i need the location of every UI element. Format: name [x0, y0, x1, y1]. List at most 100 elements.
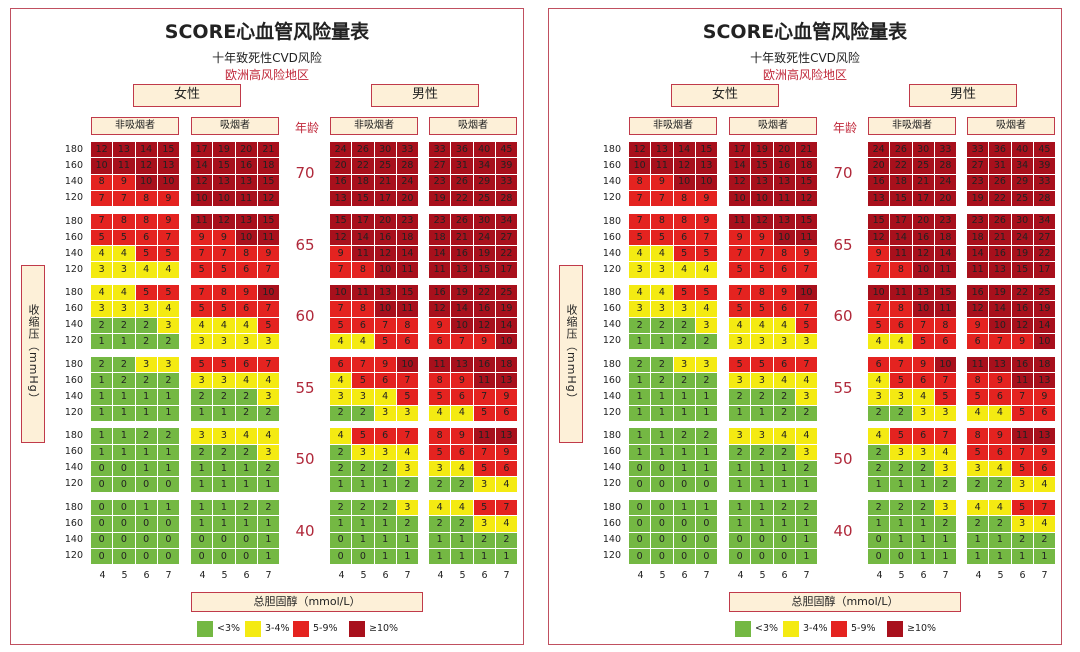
- risk-cell: 6: [890, 317, 912, 333]
- risk-cell: 12: [91, 142, 113, 158]
- risk-cell: 14: [396, 246, 418, 262]
- risk-cell: 10: [396, 356, 418, 373]
- risk-cell: 9: [157, 190, 179, 206]
- risk-cell: 18: [396, 229, 418, 246]
- bp-label: 120: [64, 550, 83, 561]
- risk-cell: 6: [989, 389, 1011, 405]
- risk-cell: 8: [91, 174, 113, 190]
- risk-cell: 5: [191, 356, 213, 373]
- female-header: 女性: [671, 84, 779, 107]
- risk-cell: 10: [330, 285, 352, 301]
- risk-cell: 9: [912, 356, 934, 373]
- bp-label: 120: [64, 192, 83, 203]
- risk-cell: 1: [729, 477, 751, 493]
- risk-cell: 6: [773, 356, 795, 373]
- risk-cell: 19: [451, 285, 473, 301]
- bp-label: 120: [64, 478, 83, 490]
- risk-cell: 5: [473, 405, 495, 421]
- risk-cell: 1: [729, 460, 751, 477]
- risk-cell: 1: [396, 548, 418, 564]
- age-label-40: 40: [295, 522, 315, 540]
- risk-cell: 2: [191, 444, 213, 460]
- risk-cell: 9: [191, 229, 213, 246]
- risk-cell: 2: [91, 356, 113, 373]
- risk-cell: 16: [1011, 356, 1033, 373]
- risk-cell: 3: [473, 477, 495, 493]
- risk-cell: 2: [673, 333, 695, 350]
- risk-cell: 3: [751, 333, 773, 350]
- risk-cell: 1: [213, 460, 235, 477]
- risk-cell: 0: [352, 548, 374, 564]
- bp-label: 180: [602, 287, 621, 299]
- bp-label: 160: [602, 231, 621, 243]
- risk-cell: 3: [257, 389, 279, 405]
- risk-cell: 1: [352, 516, 374, 532]
- risk-cell: 4: [374, 389, 396, 405]
- risk-cell: 6: [396, 333, 418, 350]
- risk-cell: 10: [91, 158, 113, 174]
- risk-cell: 0: [729, 548, 751, 564]
- risk-cell: 36: [451, 142, 473, 158]
- risk-cell: 12: [868, 229, 890, 246]
- risk-cell: 1: [374, 477, 396, 493]
- risk-cell: 15: [751, 158, 773, 174]
- risk-cell: 3: [795, 444, 817, 460]
- risk-cell: 4: [235, 373, 257, 389]
- risk-cell: 27: [1033, 229, 1055, 246]
- risk-cell: 10: [257, 285, 279, 301]
- bp-label: 180: [64, 144, 83, 155]
- risk-cell: 2: [773, 405, 795, 421]
- risk-cell: 11: [934, 262, 956, 278]
- risk-cell: 3: [890, 389, 912, 405]
- risk-cell: 1: [135, 444, 157, 460]
- risk-cell: 1: [673, 444, 695, 460]
- risk-cell: 24: [473, 229, 495, 246]
- risk-cell: 15: [473, 262, 495, 278]
- risk-cell: 1: [213, 477, 235, 493]
- risk-cell: 0: [235, 532, 257, 548]
- risk-cell: 2: [352, 405, 374, 421]
- risk-cell: 0: [695, 477, 717, 493]
- risk-grid: 33 36 40 45 27 31 34 39 23 26 29 33 19 22 25 28: [967, 142, 1055, 206]
- bp-label: 140: [602, 534, 621, 545]
- risk-cell: 0: [695, 532, 717, 548]
- cholesterol-tick: 6: [781, 570, 788, 581]
- bp-label: 120: [64, 263, 83, 275]
- risk-cell: 13: [451, 262, 473, 278]
- male-header: 男性: [909, 84, 1017, 107]
- risk-cell: 2: [868, 444, 890, 460]
- risk-cell: 12: [374, 246, 396, 262]
- risk-cell: 20: [773, 142, 795, 158]
- risk-cell: 1: [451, 532, 473, 548]
- risk-cell: 0: [135, 532, 157, 548]
- risk-cell: 9: [989, 373, 1011, 389]
- risk-cell: 15: [934, 285, 956, 301]
- cholesterol-tick: 6: [481, 570, 488, 581]
- risk-cell: 3: [868, 389, 890, 405]
- risk-cell: 2: [673, 428, 695, 444]
- risk-cell: 2: [989, 477, 1011, 493]
- risk-cell: 5: [1011, 460, 1033, 477]
- risk-cell: 5: [429, 389, 451, 405]
- risk-cell: 9: [235, 285, 257, 301]
- risk-cell: 30: [473, 213, 495, 229]
- risk-cell: 16: [451, 246, 473, 262]
- risk-cell: 3: [429, 460, 451, 477]
- risk-cell: 1: [629, 373, 651, 389]
- risk-cell: 0: [113, 477, 135, 493]
- cholesterol-tick: 7: [165, 570, 172, 581]
- risk-cell: 1: [629, 405, 651, 421]
- cholesterol-tick: 4: [737, 570, 744, 581]
- risk-cell: 3: [695, 317, 717, 333]
- risk-cell: 1: [795, 477, 817, 493]
- risk-cell: 3: [795, 333, 817, 350]
- risk-cell: 12: [1011, 317, 1033, 333]
- risk-cell: 39: [1033, 158, 1055, 174]
- risk-cell: 5: [695, 285, 717, 301]
- risk-cell: 11: [235, 190, 257, 206]
- risk-cell: 0: [91, 477, 113, 493]
- risk-cell: 25: [1033, 285, 1055, 301]
- age-label-50: 50: [295, 450, 315, 469]
- risk-cell: 10: [374, 262, 396, 278]
